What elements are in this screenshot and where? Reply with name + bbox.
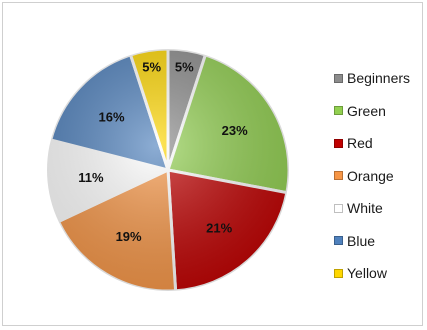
data-label-white: 11% (78, 170, 104, 185)
legend-label-red: Red (347, 135, 373, 152)
legend-label-orange: Orange (347, 167, 394, 184)
legend-swatch-green (334, 106, 343, 116)
legend-swatch-beginners (334, 73, 343, 83)
data-label-beginners: 5% (175, 60, 194, 75)
legend-label-beginners: Beginners (347, 70, 411, 87)
data-label-orange: 19% (116, 229, 142, 244)
legend-swatch-red (334, 138, 343, 148)
legend: Beginners Green Red Orange White Blue Yellow (334, 62, 424, 290)
data-label-red: 21% (206, 221, 232, 236)
legend-item-green: Green (334, 95, 424, 128)
legend-item-beginners: Beginners (334, 62, 424, 95)
legend-swatch-white (334, 203, 343, 213)
legend-label-white: White (347, 200, 383, 217)
legend-swatch-yellow (334, 268, 343, 278)
legend-item-blue: Blue (334, 225, 424, 258)
legend-swatch-orange (334, 171, 343, 181)
legend-item-white: White (334, 192, 424, 225)
legend-label-green: Green (347, 102, 386, 119)
legend-item-red: Red (334, 127, 424, 160)
data-label-green: 23% (222, 123, 248, 138)
data-label-blue: 16% (98, 110, 124, 125)
legend-label-yellow: Yellow (347, 265, 387, 282)
legend-item-orange: Orange (334, 160, 424, 193)
legend-item-yellow: Yellow (334, 257, 424, 290)
legend-swatch-blue (334, 236, 343, 246)
legend-label-blue: Blue (347, 232, 376, 249)
data-label-yellow: 5% (142, 60, 161, 75)
